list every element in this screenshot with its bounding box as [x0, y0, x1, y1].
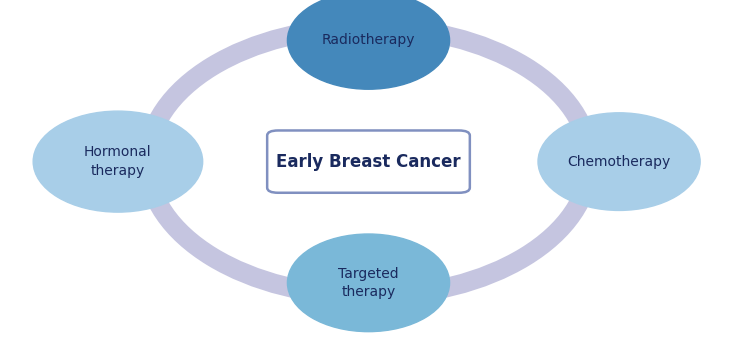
Text: Hormonal
therapy: Hormonal therapy — [84, 145, 152, 178]
Ellipse shape — [287, 234, 450, 332]
Text: Early Breast Cancer: Early Breast Cancer — [276, 153, 461, 171]
Text: Targeted
therapy: Targeted therapy — [338, 266, 399, 299]
Ellipse shape — [287, 0, 450, 89]
Ellipse shape — [33, 111, 203, 212]
FancyBboxPatch shape — [267, 130, 470, 193]
Text: Chemotherapy: Chemotherapy — [567, 155, 671, 169]
Ellipse shape — [538, 113, 700, 210]
Text: Radiotherapy: Radiotherapy — [322, 33, 415, 47]
